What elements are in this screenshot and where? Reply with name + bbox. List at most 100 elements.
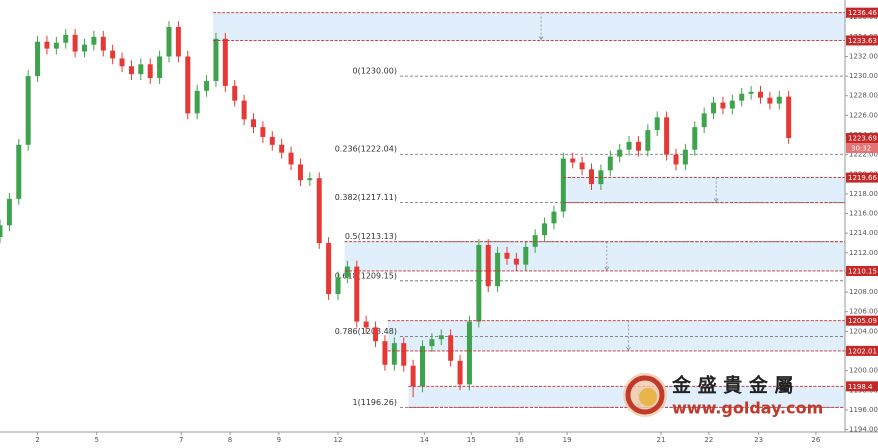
y-tick-label: 1212.00	[849, 249, 878, 257]
candle-body	[720, 102, 726, 109]
candle-body	[72, 34, 78, 52]
price-tag: 1198.4	[848, 383, 873, 391]
candle-body	[758, 91, 763, 98]
candle-body	[692, 127, 698, 150]
x-tick-label: 22	[704, 436, 713, 444]
candle-body	[53, 42, 59, 49]
y-tick-label: 1218.00	[849, 190, 878, 198]
y-tick-label: 1214.00	[849, 229, 878, 237]
zone-arrow-head	[626, 346, 631, 351]
fib-label: 0(1230.00)	[353, 67, 397, 76]
candle-body	[269, 136, 275, 145]
candle-body	[25, 76, 31, 145]
candle-body	[222, 38, 228, 86]
x-tick-label: 23	[754, 436, 763, 444]
candle-body	[438, 335, 444, 340]
candle-body	[91, 36, 97, 45]
x-tick-label: 26	[811, 436, 820, 444]
candle-body	[363, 321, 369, 328]
y-tick-label: 1206.00	[849, 308, 878, 316]
candle-body	[175, 27, 181, 57]
candle-body	[673, 154, 679, 165]
price-tag-bg	[846, 172, 878, 183]
candle-body	[485, 244, 491, 287]
candle-body	[232, 85, 238, 101]
price-tag: 1202.01	[848, 347, 877, 355]
x-tick-label: 16	[515, 436, 524, 444]
zone	[344, 241, 845, 271]
x-tick-label: 2	[35, 436, 39, 444]
x-tick-label: 5	[94, 436, 98, 444]
candle-body	[373, 327, 379, 342]
candle-body	[457, 360, 463, 385]
candle-body	[279, 144, 285, 153]
y-tick-label: 1232.00	[849, 52, 878, 60]
fib-label: 0.382(1217.11)	[335, 193, 397, 202]
candle-body	[44, 41, 50, 49]
logo-ring	[625, 375, 665, 415]
candle-body	[110, 50, 116, 59]
candle-body	[701, 113, 707, 128]
candle-body	[532, 235, 538, 247]
candle-body	[767, 97, 773, 104]
last-price-tag: 1223.69	[848, 135, 877, 143]
candle-body	[729, 100, 735, 109]
candle-body	[617, 149, 623, 157]
y-tick-label: 1222.00	[849, 151, 878, 159]
price-tag: 1236.46	[848, 9, 877, 17]
candle-body	[542, 223, 548, 236]
candle-body	[194, 90, 200, 114]
candle-body	[0, 225, 3, 238]
candle-body	[645, 130, 651, 151]
fib-label: 1(1196.26)	[353, 398, 397, 407]
candle-body	[147, 64, 153, 79]
price-tag: 1233.63	[848, 37, 877, 45]
candle-body	[513, 258, 519, 265]
fib-label: 0.5(1213.13)	[345, 232, 397, 241]
x-tick-label: 8	[228, 436, 232, 444]
price-tag-bg	[846, 315, 878, 326]
candle-body	[6, 198, 12, 226]
y-tick-label: 1226.00	[849, 111, 878, 119]
candle-body	[570, 158, 576, 163]
candle-body	[100, 36, 106, 51]
zone-arrow-head	[538, 36, 544, 41]
candle-body	[626, 141, 632, 150]
price-tag: 1219.66	[848, 174, 877, 182]
y-tick-label: 1216.00	[849, 210, 878, 218]
price-tag: 1210.15	[848, 267, 877, 275]
candle-body	[326, 243, 332, 295]
y-tick-label: 1230.00	[849, 72, 878, 80]
last-price-tag-bg	[846, 133, 878, 144]
y-tick-label: 1196.00	[849, 406, 878, 414]
candle-body	[589, 169, 594, 185]
x-tick-label: 7	[179, 436, 183, 444]
candle-body	[16, 144, 22, 199]
zone	[213, 12, 845, 41]
candle-body	[241, 100, 247, 120]
candle-body	[410, 365, 416, 387]
x-tick-label: 21	[657, 436, 666, 444]
candle-body	[354, 266, 360, 322]
candle-body	[138, 64, 144, 75]
candle-body	[297, 164, 303, 181]
price-tag: 1205.09	[848, 317, 877, 325]
candle-body	[776, 96, 782, 104]
candle-body	[82, 44, 87, 52]
price-tag-bg	[846, 345, 878, 356]
y-tick-label: 1228.00	[849, 92, 878, 100]
candle-body	[711, 102, 717, 114]
candle-body	[560, 158, 566, 212]
candle-body	[495, 252, 501, 287]
y-tick-label: 1200.00	[849, 367, 878, 375]
y-tick-label: 1204.00	[849, 327, 878, 335]
fib-label: 0.236(1222.04)	[335, 145, 397, 154]
price-tag-bg	[846, 7, 878, 18]
candle-body	[128, 66, 134, 75]
y-tick-label: 1194.00	[849, 426, 878, 434]
candle-body	[635, 141, 641, 151]
zone	[563, 177, 845, 203]
candle-body	[382, 341, 388, 365]
